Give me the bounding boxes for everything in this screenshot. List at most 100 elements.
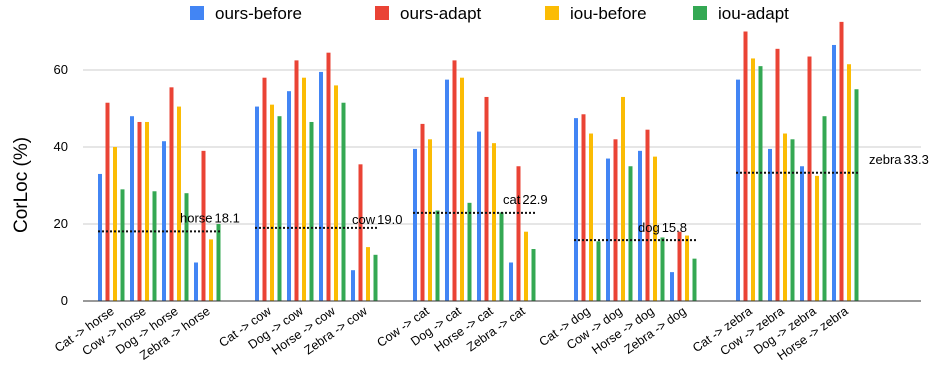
bar-horse-3-iou-before — [209, 239, 213, 301]
bar-dog-3-ours-adapt — [677, 231, 682, 301]
bar-dog-1-iou-before — [621, 96, 625, 301]
bar-dog-0-ours-before — [574, 118, 578, 301]
bar-cow-3-iou-before — [366, 247, 370, 301]
bar-zebra-3-iou-before — [847, 64, 851, 301]
bar-cat-3-ours-adapt — [516, 166, 521, 301]
bar-dog-1-ours-before — [606, 158, 610, 301]
bar-cow-0-iou-before — [270, 104, 274, 302]
bar-cow-3-ours-adapt — [358, 164, 363, 301]
bar-cat-2-iou-adapt — [499, 212, 504, 301]
bar-cat-1-iou-adapt — [467, 202, 472, 301]
legend-label-iou-before: iou-before — [570, 4, 647, 23]
y-tick-label: 20 — [54, 216, 68, 231]
y-axis-ticks: 0 20 40 60 — [54, 62, 68, 308]
bar-cat-1-ours-before — [445, 79, 449, 301]
bar-cow-2-ours-before — [319, 71, 323, 301]
bar-cat-3-ours-before — [509, 262, 513, 301]
bar-cat-3-iou-adapt — [531, 249, 536, 301]
bar-dog-2-ours-adapt — [645, 129, 650, 301]
bar-zebra-1-ours-before — [768, 148, 772, 301]
bar-horse-0-iou-adapt — [120, 189, 125, 301]
legend-swatch-iou-before — [545, 6, 559, 20]
bar-horse-2-iou-before — [177, 106, 181, 301]
bar-cow-0-ours-before — [255, 106, 259, 301]
bar-cat-1-ours-adapt — [452, 60, 457, 301]
bar-dog-0-iou-before — [589, 133, 593, 301]
bar-dog-1-ours-adapt — [613, 139, 618, 301]
bar-zebra-2-ours-before — [800, 166, 804, 301]
bar-cat-1-iou-before — [460, 77, 464, 301]
baseline-label-cow: cow 19.0 — [352, 212, 402, 227]
bar-dog-1-iou-adapt — [628, 166, 633, 301]
bar-cat-0-iou-adapt — [435, 210, 440, 301]
baselines: horse 18.1 cow 19.0 cat 22.9 dog 15.8 zebra 33.3 — [98, 152, 929, 242]
bar-cow-1-iou-adapt — [309, 121, 314, 301]
bar-dog-2-iou-adapt — [660, 237, 665, 301]
y-tick-label: 40 — [54, 139, 68, 154]
bar-cow-2-iou-adapt — [341, 102, 346, 301]
bar-zebra-2-iou-adapt — [822, 116, 827, 301]
bar-cow-1-ours-adapt — [294, 60, 299, 301]
legend-swatch-ours-before — [190, 6, 204, 20]
bar-horse-0-ours-before — [98, 173, 102, 301]
y-tick-label: 60 — [54, 62, 68, 77]
bar-zebra-0-iou-adapt — [758, 66, 763, 302]
bar-dog-3-ours-before — [670, 272, 674, 301]
y-axis-label: CorLoc (%) — [11, 137, 32, 233]
legend-swatch-iou-adapt — [693, 6, 707, 20]
legend-swatch-ours-adapt — [375, 6, 389, 20]
bar-zebra-3-iou-adapt — [854, 89, 859, 301]
baseline-label-horse: horse 18.1 — [180, 210, 240, 225]
bar-cow-1-iou-before — [302, 77, 306, 301]
bar-horse-3-ours-adapt — [201, 150, 206, 301]
bar-dog-3-iou-adapt — [692, 258, 697, 301]
bar-cat-3-iou-before — [524, 231, 528, 301]
bar-horse-2-ours-adapt — [169, 87, 174, 301]
bar-cow-3-ours-before — [351, 270, 355, 301]
bar-horse-1-iou-before — [145, 121, 149, 301]
bar-dog-2-ours-before — [638, 150, 642, 301]
bar-cat-2-ours-adapt — [484, 96, 489, 301]
bar-zebra-2-iou-before — [815, 175, 819, 301]
bar-zebra-0-iou-before — [751, 58, 755, 302]
bar-zebra-2-ours-adapt — [807, 56, 812, 302]
bar-cat-0-iou-before — [428, 139, 432, 301]
bar-cow-1-ours-before — [287, 91, 291, 301]
bar-cow-3-iou-adapt — [373, 254, 378, 301]
bar-cow-0-iou-adapt — [277, 116, 282, 301]
bar-horse-1-ours-before — [130, 116, 134, 301]
legend: ours-before ours-adapt iou-before iou-adapt — [190, 4, 789, 23]
bar-cow-0-ours-adapt — [262, 77, 267, 301]
bar-horse-1-ours-adapt — [137, 121, 142, 301]
y-tick-label: 0 — [61, 293, 68, 308]
bar-zebra-3-ours-adapt — [839, 21, 844, 301]
bars — [98, 21, 859, 302]
legend-label-iou-adapt: iou-adapt — [718, 4, 789, 23]
bar-cow-2-iou-before — [334, 85, 338, 302]
baseline-label-zebra: zebra 33.3 — [869, 152, 929, 167]
bar-zebra-0-ours-before — [736, 79, 740, 301]
bar-cow-2-ours-adapt — [326, 52, 331, 301]
bar-cat-0-ours-before — [413, 148, 417, 301]
bar-cat-2-ours-before — [477, 131, 481, 301]
gridlines — [83, 69, 921, 225]
bar-horse-0-ours-adapt — [105, 102, 110, 301]
bar-cat-2-iou-before — [492, 143, 496, 301]
bar-dog-2-iou-before — [653, 156, 657, 301]
bar-horse-0-iou-before — [113, 147, 117, 301]
baseline-label-cat: cat 22.9 — [503, 192, 548, 207]
bar-horse-1-iou-adapt — [152, 191, 157, 301]
bar-horse-2-iou-adapt — [184, 193, 189, 301]
bar-zebra-1-ours-adapt — [775, 48, 780, 302]
legend-label-ours-adapt: ours-adapt — [400, 4, 482, 23]
bar-zebra-1-iou-adapt — [790, 139, 795, 301]
bar-dog-3-iou-before — [685, 235, 689, 301]
bar-zebra-1-iou-before — [783, 133, 787, 301]
legend-label-ours-before: ours-before — [215, 4, 302, 23]
bar-horse-3-iou-adapt — [216, 224, 221, 301]
bar-zebra-0-ours-adapt — [743, 31, 748, 301]
baseline-label-dog: dog 15.8 — [638, 220, 687, 235]
bar-horse-2-ours-before — [162, 141, 166, 301]
